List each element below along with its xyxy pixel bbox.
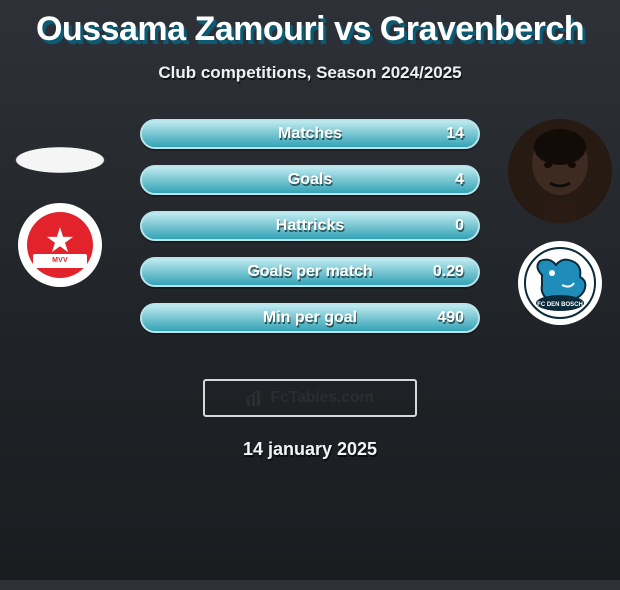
chart-icon bbox=[246, 389, 264, 407]
stat-value: 4 bbox=[455, 171, 464, 189]
left-player-column: ★ MVV bbox=[0, 119, 120, 287]
stat-value: 490 bbox=[437, 309, 464, 327]
stat-value: 14 bbox=[446, 125, 464, 143]
stat-value: 0 bbox=[455, 217, 464, 235]
right-club-badge: FC DEN BOSCH bbox=[518, 241, 602, 325]
right-player-photo bbox=[508, 119, 612, 223]
page-subtitle: Club competitions, Season 2024/2025 bbox=[0, 63, 620, 83]
left-player-photo bbox=[5, 135, 115, 185]
stat-label: Matches bbox=[278, 125, 342, 143]
stat-row: Matches 14 bbox=[140, 119, 480, 149]
stat-label: Goals bbox=[288, 171, 332, 189]
dragon-badge-icon: FC DEN BOSCH bbox=[522, 245, 598, 321]
watermark-text: FcTables.com bbox=[270, 389, 373, 407]
footer-date: 14 january 2025 bbox=[0, 439, 620, 460]
left-club-text: MVV bbox=[33, 254, 87, 268]
star-icon: ★ bbox=[45, 224, 75, 258]
stat-row: Goals per match 0.29 bbox=[140, 257, 480, 287]
face-icon bbox=[508, 119, 612, 223]
stat-row: Goals 4 bbox=[140, 165, 480, 195]
watermark: FcTables.com bbox=[203, 379, 417, 417]
stat-label: Min per goal bbox=[263, 309, 357, 327]
stat-bars: Matches 14 Goals 4 Hattricks 0 Goals per… bbox=[140, 119, 480, 333]
stat-label: Goals per match bbox=[247, 263, 372, 281]
page-title: Oussama Zamouri vs Gravenberch bbox=[0, 10, 620, 49]
stat-row: Hattricks 0 bbox=[140, 211, 480, 241]
right-player-column: FC DEN BOSCH bbox=[500, 119, 620, 325]
stat-label: Hattricks bbox=[276, 217, 344, 235]
stat-value: 0.29 bbox=[433, 263, 464, 281]
stat-row: Min per goal 490 bbox=[140, 303, 480, 333]
comparison-panel: ★ MVV FC DEN bbox=[0, 119, 620, 359]
right-club-text: FC DEN BOSCH bbox=[537, 302, 583, 308]
left-club-badge: ★ MVV bbox=[18, 203, 102, 287]
